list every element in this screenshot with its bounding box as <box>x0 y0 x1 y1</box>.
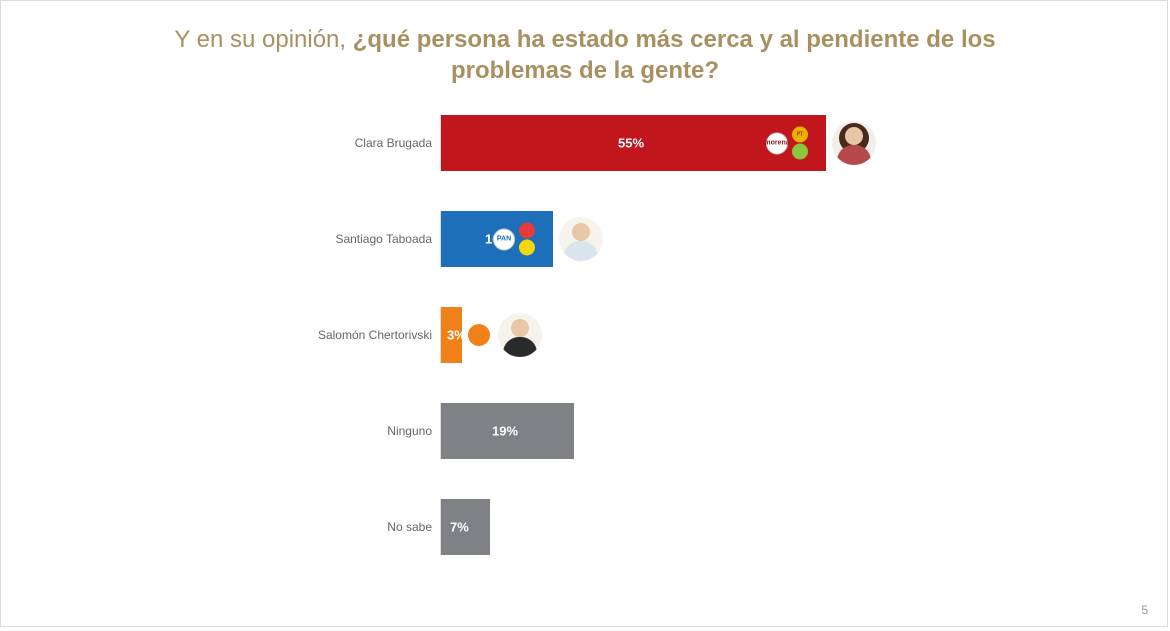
party-logo-icon: PT <box>792 127 808 143</box>
chart-row: Salomón Chertorivski3% <box>0 307 1170 363</box>
value-label: 19% <box>492 424 518 439</box>
avatar-wrap <box>498 313 542 357</box>
party-logo-icon <box>468 324 490 346</box>
candidate-avatar <box>832 121 876 165</box>
category-label: Ninguno <box>0 424 440 438</box>
chart-row: Santiago Taboada16%PAN <box>0 211 1170 267</box>
badge-stack: PAN <box>493 223 535 256</box>
badge-stack <box>468 324 490 346</box>
chart-row: No sabe 7% <box>0 499 1170 555</box>
party-logo-icon: morena <box>766 132 788 154</box>
bar: 7% <box>441 499 490 555</box>
category-label: Clara Brugada <box>0 136 440 150</box>
bar-track: 3% <box>440 307 1140 363</box>
chart-title: Y en su opinión, ¿qué persona ha estado … <box>120 24 1050 86</box>
party-logo-icon <box>792 144 808 160</box>
avatar-wrap <box>559 217 603 261</box>
party-logo-icon <box>519 240 535 256</box>
party-logo-icon <box>519 223 535 239</box>
value-label: 3% <box>447 328 466 343</box>
bar-track: 55% morenaPT <box>440 115 1140 171</box>
category-label: No sabe <box>0 520 440 534</box>
badge-stack: morenaPT <box>766 127 808 160</box>
bar-chart: Clara Brugada 55% morenaPT Santiago Taboada… <box>0 115 1170 595</box>
bar: 19% <box>441 403 574 459</box>
page-number: 5 <box>1141 603 1148 617</box>
category-label: Santiago Taboada <box>0 232 440 246</box>
avatar-wrap <box>832 121 876 165</box>
party-logo-column: PT <box>792 127 808 160</box>
chart-row: Clara Brugada 55% morenaPT <box>0 115 1170 171</box>
candidate-avatar <box>498 313 542 357</box>
chart-row: Ninguno 19% <box>0 403 1170 459</box>
category-label: Salomón Chertorivski <box>0 328 440 342</box>
title-prefix: Y en su opinión, <box>174 26 352 53</box>
candidate-avatar <box>559 217 603 261</box>
title-container: Y en su opinión, ¿qué persona ha estado … <box>0 0 1170 86</box>
party-logo-column <box>519 223 535 256</box>
bar: 3% <box>441 307 462 363</box>
bar-track: 19% <box>440 403 1140 459</box>
bar-track: 16%PAN <box>440 211 1140 267</box>
bar-track: 7% <box>440 499 1140 555</box>
value-label: 55% <box>618 136 644 151</box>
value-label: 7% <box>450 520 469 535</box>
title-question: ¿qué persona ha estado más cerca y al pe… <box>353 26 996 84</box>
party-logo-icon: PAN <box>493 228 515 250</box>
